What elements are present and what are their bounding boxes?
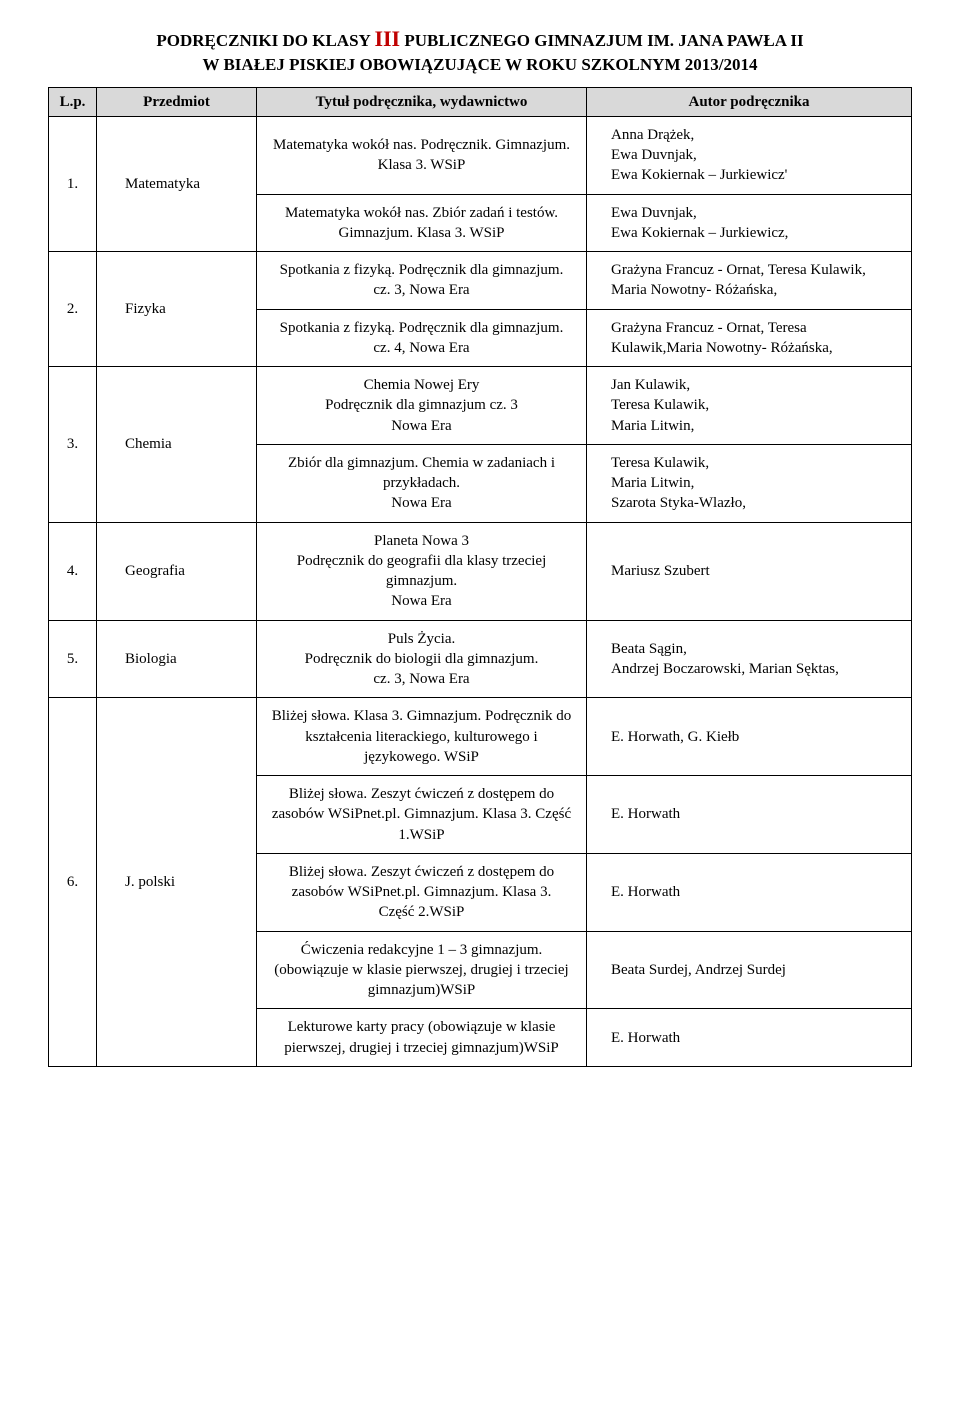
cell-subject: Matematyka bbox=[97, 116, 257, 251]
cell-lp: 4. bbox=[49, 522, 97, 620]
cell-book: Bliżej słowa. Zeszyt ćwiczeń z dostępem … bbox=[257, 776, 587, 854]
header-book: Tytuł podręcznika, wydawnictwo bbox=[257, 87, 587, 116]
textbook-table: L.p. Przedmiot Tytuł podręcznika, wydawn… bbox=[48, 87, 912, 1067]
title-line1-a: PODRĘCZNIKI DO KLASY bbox=[156, 31, 374, 50]
cell-author: Teresa Kulawik,Maria Litwin,Szarota Styk… bbox=[587, 444, 912, 522]
cell-lp: 1. bbox=[49, 116, 97, 251]
table-row: 6.J. polskiBliżej słowa. Klasa 3. Gimnaz… bbox=[49, 698, 912, 776]
header-subject: Przedmiot bbox=[97, 87, 257, 116]
title-line1-b: PUBLICZNEGO GIMNAZJUM IM. JANA PAWŁA II bbox=[400, 31, 803, 50]
cell-author: E. Horwath bbox=[587, 1009, 912, 1067]
title-line2: W BIAŁEJ PISKIEJ OBOWIĄZUJĄCE W ROKU SZK… bbox=[203, 55, 758, 74]
table-row: 5.BiologiaPuls Życia.Podręcznik do biolo… bbox=[49, 620, 912, 698]
cell-author: E. Horwath, G. Kiełb bbox=[587, 698, 912, 776]
cell-author: Beata Surdej, Andrzej Surdej bbox=[587, 931, 912, 1009]
cell-lp: 5. bbox=[49, 620, 97, 698]
cell-author: Anna Drążek,Ewa Duvnjak,Ewa Kokiernak – … bbox=[587, 116, 912, 194]
cell-book: Bliżej słowa. Zeszyt ćwiczeń z dostępem … bbox=[257, 853, 587, 931]
title-roman: III bbox=[374, 26, 400, 51]
cell-author: Mariusz Szubert bbox=[587, 522, 912, 620]
header-author: Autor podręcznika bbox=[587, 87, 912, 116]
cell-author: Grażyna Francuz - Ornat, Teresa Kulawik,… bbox=[587, 309, 912, 367]
cell-book: Zbiór dla gimnazjum. Chemia w zadaniach … bbox=[257, 444, 587, 522]
cell-author: Ewa Duvnjak,Ewa Kokiernak – Jurkiewicz, bbox=[587, 194, 912, 252]
cell-book: Spotkania z fizyką. Podręcznik dla gimna… bbox=[257, 252, 587, 310]
cell-author: Beata Sągin,Andrzej Boczarowski, Marian … bbox=[587, 620, 912, 698]
table-row: 4.GeografiaPlaneta Nowa 3Podręcznik do g… bbox=[49, 522, 912, 620]
cell-book: Matematyka wokół nas. Podręcznik. Gimnaz… bbox=[257, 116, 587, 194]
cell-subject: J. polski bbox=[97, 698, 257, 1067]
table-row: 1.MatematykaMatematyka wokół nas. Podręc… bbox=[49, 116, 912, 194]
header-lp: L.p. bbox=[49, 87, 97, 116]
cell-subject: Chemia bbox=[97, 367, 257, 523]
cell-author: E. Horwath bbox=[587, 776, 912, 854]
cell-book: Puls Życia.Podręcznik do biologii dla gi… bbox=[257, 620, 587, 698]
table-row: 3.ChemiaChemia Nowej EryPodręcznik dla g… bbox=[49, 367, 912, 445]
cell-subject: Fizyka bbox=[97, 252, 257, 367]
cell-book: Lekturowe karty pracy (obowiązuje w klas… bbox=[257, 1009, 587, 1067]
cell-book: Chemia Nowej EryPodręcznik dla gimnazjum… bbox=[257, 367, 587, 445]
cell-book: Planeta Nowa 3Podręcznik do geografii dl… bbox=[257, 522, 587, 620]
cell-book: Bliżej słowa. Klasa 3. Gimnazjum. Podręc… bbox=[257, 698, 587, 776]
cell-book: Ćwiczenia redakcyjne 1 – 3 gimnazjum. (o… bbox=[257, 931, 587, 1009]
cell-author: E. Horwath bbox=[587, 853, 912, 931]
cell-book: Matematyka wokół nas. Zbiór zadań i test… bbox=[257, 194, 587, 252]
table-header-row: L.p. Przedmiot Tytuł podręcznika, wydawn… bbox=[49, 87, 912, 116]
cell-subject: Geografia bbox=[97, 522, 257, 620]
cell-subject: Biologia bbox=[97, 620, 257, 698]
cell-author: Grażyna Francuz - Ornat, Teresa Kulawik,… bbox=[587, 252, 912, 310]
page-title: PODRĘCZNIKI DO KLASY III PUBLICZNEGO GIM… bbox=[48, 24, 912, 77]
cell-author: Jan Kulawik,Teresa Kulawik,Maria Litwin, bbox=[587, 367, 912, 445]
cell-book: Spotkania z fizyką. Podręcznik dla gimna… bbox=[257, 309, 587, 367]
cell-lp: 3. bbox=[49, 367, 97, 523]
table-row: 2.FizykaSpotkania z fizyką. Podręcznik d… bbox=[49, 252, 912, 310]
cell-lp: 2. bbox=[49, 252, 97, 367]
cell-lp: 6. bbox=[49, 698, 97, 1067]
